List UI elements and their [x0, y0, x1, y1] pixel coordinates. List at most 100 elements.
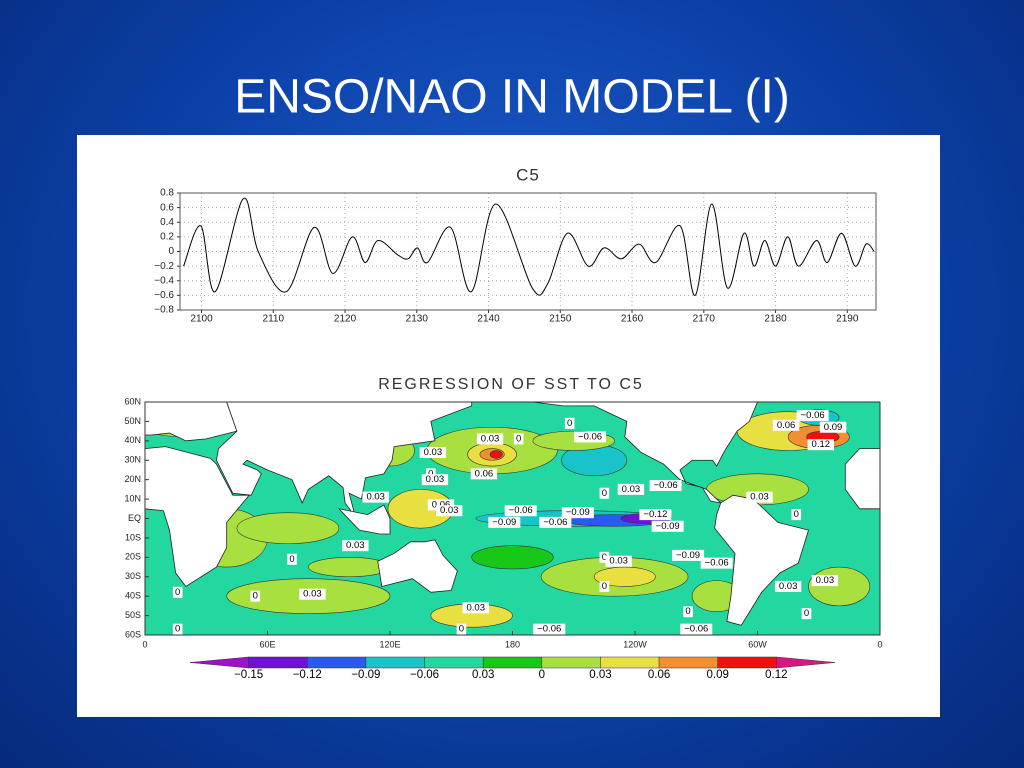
y-tick-label: 40N — [124, 435, 141, 445]
contour-label: 0 — [602, 581, 607, 592]
y-tick-label: 60N — [124, 396, 141, 406]
contour-label-box — [299, 588, 326, 600]
contour-label: 0.03 — [481, 433, 500, 444]
x-tick-label: 60E — [259, 639, 275, 649]
contour-label-box — [811, 575, 839, 587]
contour-label-box — [504, 505, 537, 517]
contour-label-box — [680, 623, 713, 635]
colorbar-segment — [600, 656, 660, 669]
x-tick-label: 120E — [379, 639, 400, 649]
x-tick-label: 2180 — [764, 314, 787, 325]
map-title: REGRESSION OF SST TO C5 — [378, 376, 644, 393]
colorbar-label: 0.03 — [472, 669, 494, 681]
x-tick-label: 180 — [505, 639, 520, 649]
contour-label-box — [470, 468, 498, 480]
slide-title: ENSO/NAO IN MODEL (I) — [234, 71, 790, 124]
contour-label: 0 — [602, 552, 607, 563]
contour-label: −0.09 — [676, 550, 700, 561]
contour-label-box — [599, 551, 610, 563]
contour-region — [471, 545, 554, 570]
x-tick-label: 2160 — [621, 314, 644, 325]
contour-label: 0 — [289, 554, 294, 565]
contour-label-box — [362, 491, 389, 503]
y-tick-label: 30N — [124, 455, 141, 465]
contour-label: 0.03 — [346, 540, 365, 551]
contour-label-box — [617, 483, 645, 495]
colorbar-label: 0.12 — [765, 669, 787, 681]
y-tick-label: 0.6 — [160, 202, 174, 213]
land — [714, 494, 810, 626]
land — [145, 446, 250, 587]
contour-label-box — [649, 479, 682, 491]
contour-label-box — [574, 431, 607, 443]
contour-label-box — [599, 580, 610, 592]
contour-label-box — [421, 474, 449, 486]
contour-label: 0.03 — [303, 589, 322, 600]
contour-label: −0.06 — [801, 410, 825, 421]
contour-label-box — [774, 580, 802, 592]
contour-label: 0.03 — [816, 575, 835, 586]
contour-label: −0.06 — [509, 505, 533, 516]
colorbar-segment — [541, 656, 601, 669]
x-tick-label: 2190 — [836, 314, 859, 325]
contour-label-box — [419, 446, 447, 458]
contour-label-box — [513, 433, 524, 445]
contour-label: 0 — [794, 509, 799, 520]
y-tick-label: 10N — [124, 493, 141, 503]
y-tick-label: 0 — [168, 246, 174, 257]
y-tick-label: 60S — [125, 629, 141, 639]
contour-label-box — [801, 608, 812, 620]
contour-label: 0 — [253, 591, 258, 602]
contour-label-box — [561, 507, 594, 519]
contour-label: 0 — [602, 488, 607, 499]
contour-label: 0 — [459, 624, 464, 635]
contour-label-box — [427, 499, 455, 511]
land — [145, 402, 238, 442]
y-tick-label: 0.2 — [160, 232, 174, 243]
contour-label: −0.09 — [492, 517, 516, 528]
x-tick-label: 2150 — [549, 314, 572, 325]
y-tick-label: 40S — [125, 591, 141, 601]
contour-label: 0.03 — [424, 447, 443, 458]
x-tick-label: 60W — [748, 639, 767, 649]
contour-label: 0.03 — [467, 602, 486, 613]
contour-label-box — [250, 590, 261, 602]
y-tick-label: −0.4 — [154, 275, 174, 286]
contour-label-box — [539, 516, 572, 528]
y-tick-label: 50S — [125, 610, 141, 620]
contour-label: 0 — [804, 608, 809, 619]
contour-label: −0.06 — [537, 624, 561, 635]
x-tick-label: 2110 — [263, 314, 285, 325]
contour-label: −0.06 — [543, 517, 567, 528]
contour-label-box — [172, 623, 183, 635]
contour-label-box — [807, 439, 834, 451]
colorbar-label: −0.09 — [351, 669, 380, 681]
x-tick-label: 2130 — [406, 314, 429, 325]
colorbar-label: −0.15 — [234, 669, 263, 681]
y-tick-label: 0.8 — [160, 188, 174, 199]
contour-label: 0.03 — [779, 581, 798, 592]
contour-label: 0.03 — [426, 474, 445, 485]
colorbar-segment — [248, 656, 308, 669]
land — [377, 539, 458, 593]
land — [216, 402, 473, 517]
contour-label: 0.03 — [440, 505, 459, 516]
contour-label: −0.06 — [705, 558, 729, 569]
y-tick-label: 10S — [125, 532, 141, 542]
y-tick-label: −0.6 — [154, 290, 174, 301]
contour-label-box — [700, 557, 733, 569]
y-tick-label: 20N — [124, 474, 141, 484]
y-tick-label: EQ — [128, 513, 141, 523]
contour-label: −0.06 — [654, 480, 678, 491]
land — [844, 448, 880, 510]
x-tick-label: 2120 — [334, 314, 357, 325]
contour-label: 0.06 — [432, 499, 451, 510]
colorbar-segment — [424, 656, 484, 669]
contour-label-box — [436, 505, 463, 517]
colorbar-label: 0.03 — [589, 669, 611, 681]
contour-label: −0.06 — [684, 624, 708, 635]
contour-region — [308, 557, 391, 578]
x-tick-label: 2140 — [477, 314, 500, 325]
